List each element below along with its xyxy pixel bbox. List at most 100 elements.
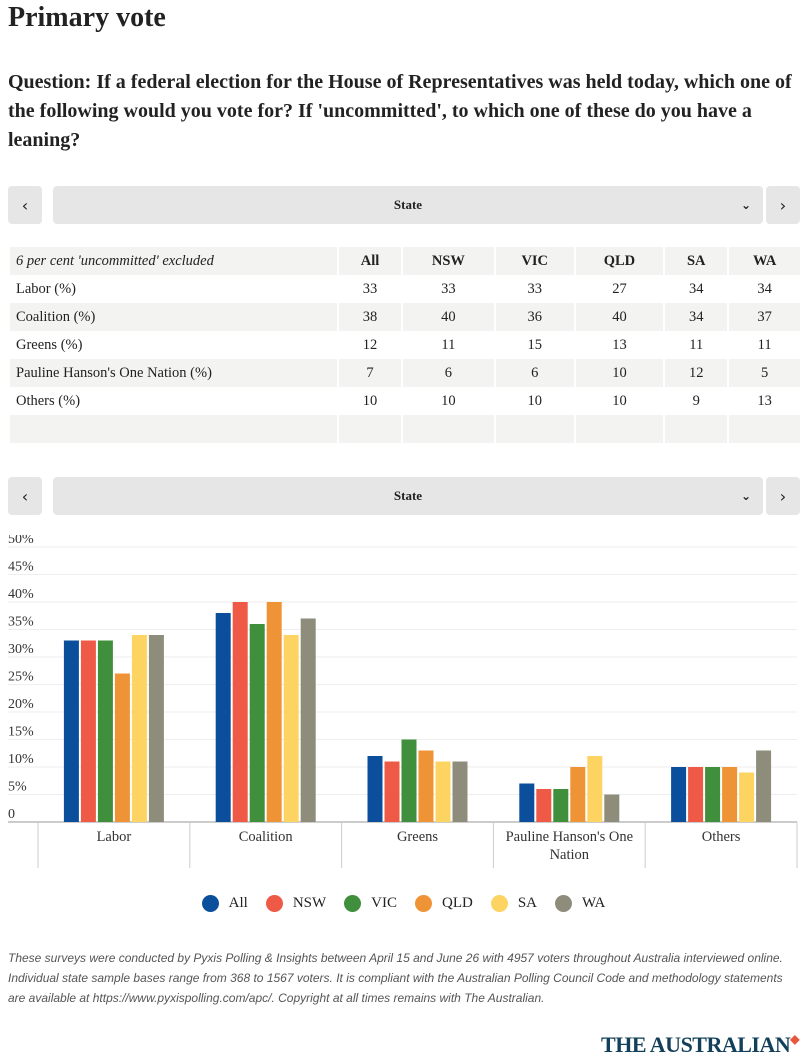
column-header: NSW [401, 247, 495, 275]
legend-swatch [555, 895, 573, 913]
legend-label: QLD [442, 895, 473, 911]
column-header: All [336, 247, 403, 275]
bar-vic-4 [705, 767, 721, 822]
y-tick-label: 20% [8, 697, 34, 712]
table-cell: 40 [573, 303, 665, 331]
bar-sa-0 [131, 635, 147, 822]
bar-nsw-1 [232, 602, 248, 822]
table-cell: 11 [401, 331, 495, 359]
table-cell: 13 [573, 331, 665, 359]
legend-swatch [415, 895, 432, 913]
y-tick-label: 30% [8, 642, 34, 657]
table-state-selector: ‹ State ⌄ › [8, 186, 800, 224]
x-tick-label: Coalition [239, 829, 294, 845]
y-tick-label: 15% [8, 725, 34, 740]
table-cell: 10 [573, 387, 665, 415]
australia-map-icon: ◆ [790, 1032, 799, 1046]
table-note: 6 per cent 'uncommitted' excluded [8, 247, 338, 275]
table-cell: 10 [493, 387, 575, 415]
table-cell: 33 [401, 275, 495, 303]
legend-item[interactable]: WA [555, 895, 605, 913]
bar-qld-2 [418, 750, 434, 822]
bar-wa-1 [300, 618, 316, 822]
bar-chart: 0 5% 10% 15% 20% 25% 30% 35% 40% 45% 50% Labor Coali… [8, 535, 798, 868]
bar-wa-2 [452, 761, 468, 822]
table-cell: 10 [401, 387, 495, 415]
bar-sa-1 [283, 635, 299, 822]
legend-item[interactable]: NSW [265, 895, 327, 913]
x-tick-label: Pauline Hanson's One [506, 829, 633, 845]
y-tick-label: 35% [8, 615, 34, 630]
legend-swatch [201, 895, 219, 913]
next-button[interactable]: › [766, 186, 800, 224]
legend-swatch [265, 895, 283, 913]
table-cell: 10 [573, 359, 665, 387]
row-label: Labor (%) [8, 275, 338, 303]
bar-wa-3 [604, 794, 620, 822]
x-tick-label: Labor [97, 829, 132, 845]
bar-vic-1 [249, 624, 265, 822]
bar-wa-4 [756, 750, 772, 822]
prev-button[interactable]: ‹ [8, 477, 42, 515]
table-cell: 36 [493, 303, 575, 331]
bar-sa-4 [739, 772, 755, 822]
chart-state-selector: ‹ State ⌄ › [8, 477, 800, 515]
y-tick-label: 5% [8, 780, 27, 795]
table-cell: 27 [573, 275, 665, 303]
y-tick-label: 0 [8, 807, 15, 822]
next-button[interactable]: › [766, 477, 800, 515]
legend-item[interactable]: VIC [344, 895, 397, 913]
bar-vic-3 [553, 789, 569, 822]
dropdown-label: State [393, 488, 423, 503]
row-label: Pauline Hanson's One Nation (%) [8, 359, 338, 387]
legend-swatch [490, 895, 508, 913]
row-label: Greens (%) [8, 331, 338, 359]
table-cell: 12 [663, 359, 729, 387]
y-tick-label: 25% [8, 670, 34, 685]
table-cell: 6 [493, 359, 575, 387]
row-label: Coalition (%) [8, 303, 338, 331]
chevron-down-icon: ⌄ [740, 489, 751, 503]
table-cell: 34 [663, 275, 729, 303]
results-table: 6 per cent 'uncommitted' excluded All NSW V… [8, 247, 800, 443]
table-cell: 37 [727, 303, 800, 331]
legend-label: NSW [292, 895, 327, 911]
legend-item[interactable]: All [201, 895, 248, 913]
chart-legend: All NSW VIC QLD SA WA [0, 895, 807, 913]
table-cell: 5 [727, 359, 800, 387]
table-row: Coalition (%) 38 40 36 40 34 37 [8, 303, 800, 331]
table-cell: 15 [493, 331, 575, 359]
bar-nsw-0 [80, 640, 96, 822]
table-cell: 11 [663, 331, 729, 359]
table-cell: 9 [663, 387, 729, 415]
the-australian-logo: THE AUSTRALIAN◆ [601, 1032, 799, 1058]
table-cell: 12 [336, 331, 403, 359]
prev-button[interactable]: ‹ [8, 186, 42, 224]
state-dropdown[interactable]: State ⌄ [53, 477, 763, 515]
chevron-down-icon: ⌄ [740, 198, 751, 212]
table-cell: 34 [727, 275, 800, 303]
state-dropdown[interactable]: State ⌄ [53, 186, 763, 224]
bar-nsw-2 [384, 761, 400, 822]
bar-qld-4 [722, 767, 738, 822]
bar-qld-0 [114, 673, 130, 822]
table-cell: 38 [336, 303, 403, 331]
bar-vic-2 [401, 739, 417, 822]
table-cell: 6 [401, 359, 495, 387]
legend-item[interactable]: SA [490, 895, 537, 913]
bar-vic-0 [97, 640, 113, 822]
table-row: Greens (%) 12 11 15 13 11 11 [8, 331, 800, 359]
logo-text: THE AUSTRALIAN [601, 1032, 791, 1057]
table-row: Others (%) 10 10 10 10 9 13 [8, 387, 800, 415]
table-cell: 13 [727, 387, 800, 415]
bar-all-2 [367, 756, 383, 822]
column-header: VIC [493, 247, 575, 275]
x-tick-label: Greens [397, 829, 438, 845]
bar-sa-2 [435, 761, 451, 822]
legend-item[interactable]: QLD [415, 895, 473, 913]
column-header: WA [727, 247, 800, 275]
legend-label: All [228, 895, 248, 911]
table-row: Labor (%) 33 33 33 27 34 34 [8, 275, 800, 303]
table-cell: 34 [663, 303, 729, 331]
legend-swatch [344, 895, 362, 913]
